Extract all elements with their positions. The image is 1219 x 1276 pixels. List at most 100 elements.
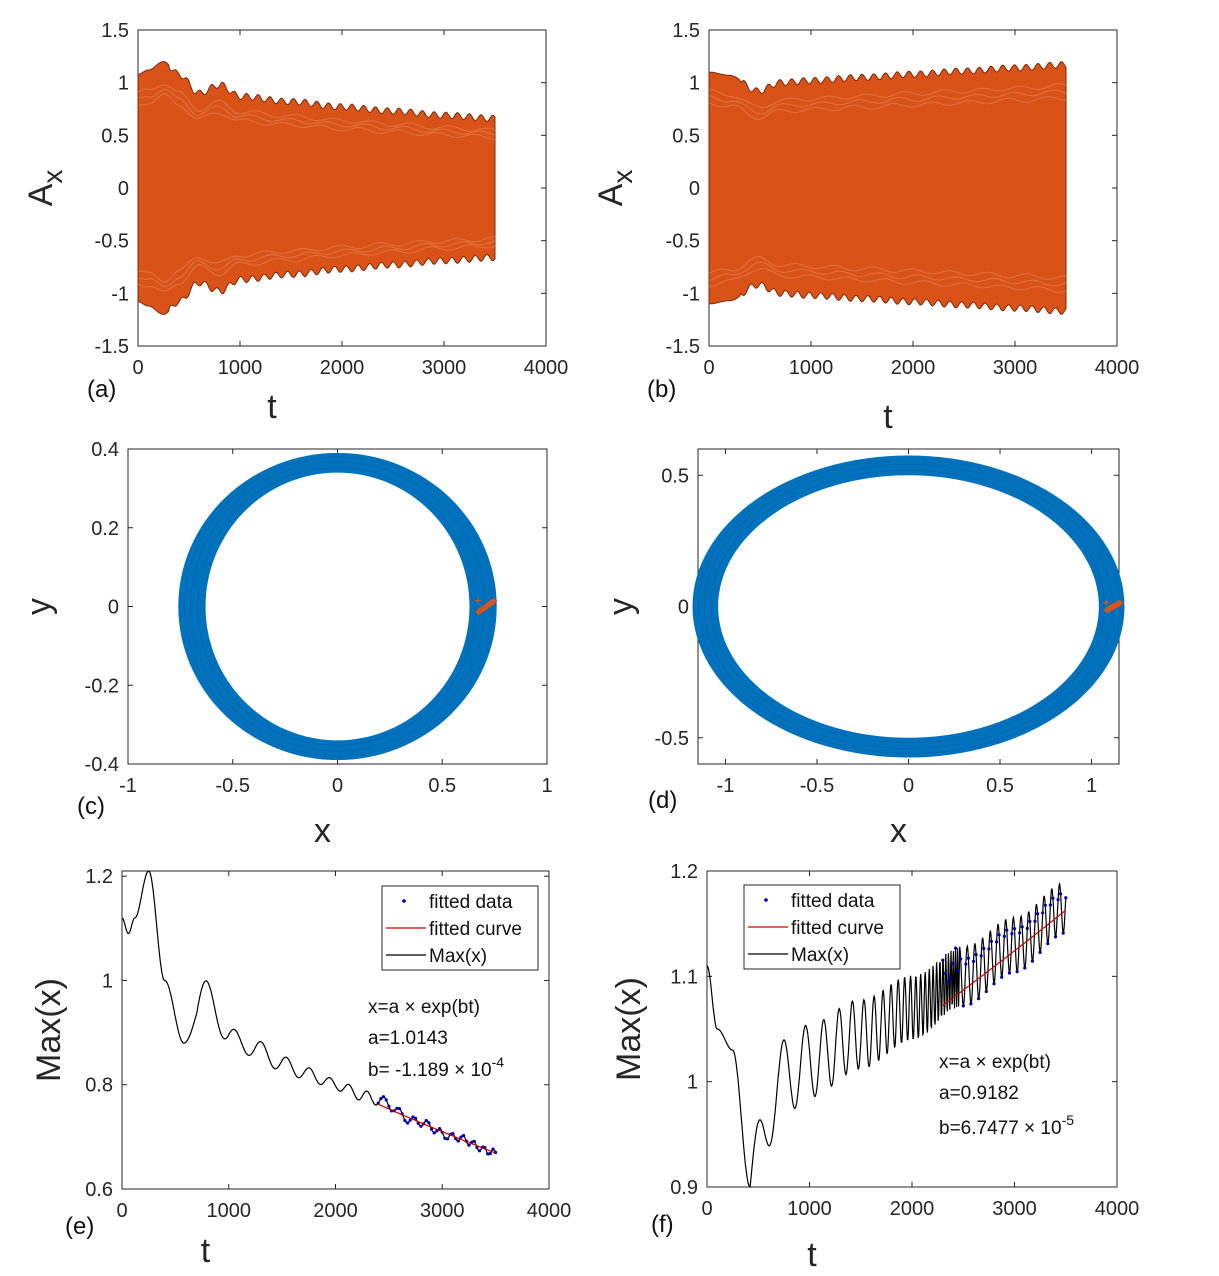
fitted-data-point — [971, 959, 976, 964]
oscillation-inner-trace — [137, 93, 496, 140]
fitted-data-point — [398, 1107, 402, 1111]
fitted-data-point — [969, 1002, 973, 1006]
x-tick-label: -1 — [119, 775, 137, 797]
fitted-data-point — [438, 1127, 442, 1131]
fitted-data-point — [1053, 935, 1058, 939]
fitted-data-point — [977, 997, 981, 1001]
panel-label: (b) — [647, 376, 676, 403]
fitted-data-point — [472, 1139, 476, 1143]
y-axis-label: Max(x) — [610, 977, 648, 1081]
y-axis-label: Max(x) — [30, 978, 68, 1082]
fitted-data-point — [1018, 931, 1022, 935]
x-axis-label: t — [807, 1236, 817, 1274]
fitted-data-point — [1033, 919, 1037, 923]
fitted-data-point — [959, 957, 963, 961]
panel-label: (f) — [651, 1211, 674, 1238]
y-tick-label: 0.8 — [85, 1075, 113, 1097]
fitted-data-point — [966, 956, 971, 960]
fitted-data-point — [381, 1095, 386, 1099]
legend-label: fitted data — [791, 891, 875, 912]
oscillation-inner-trace — [137, 244, 496, 292]
fitted-data-point — [989, 939, 994, 943]
fitted-data-point — [943, 971, 947, 976]
x-tick-label: 1000 — [207, 1200, 252, 1222]
x-tick-label: 1 — [541, 775, 552, 797]
x-tick-label: 1000 — [218, 357, 263, 379]
fit-parameter-b-exponent: -5 — [1062, 1112, 1075, 1128]
y-tick-label: 0 — [108, 597, 119, 619]
fitted-data-point — [987, 947, 991, 951]
y-tick-label: 0 — [689, 178, 700, 200]
fitted-data-point — [478, 1149, 482, 1153]
y-tick-label: 1 — [687, 1072, 698, 1094]
fitted-data-point — [974, 953, 978, 957]
max-x-curve — [706, 881, 1067, 1188]
legend-label: Max(x) — [791, 945, 849, 966]
y-tick-label: -0.5 — [666, 231, 700, 253]
panel-label: (c) — [77, 793, 105, 820]
oscillation-inner-trace — [708, 256, 1066, 280]
fitted-data-point — [1043, 903, 1047, 907]
oscillation-inner-trace — [708, 268, 1067, 293]
x-tick-label: 3000 — [992, 1198, 1037, 1220]
y-tick-label: 0.6 — [85, 1179, 113, 1201]
y-tick-label: 1.2 — [85, 866, 113, 888]
fitted-data-point — [964, 962, 968, 966]
x-tick-label: 2000 — [320, 357, 365, 379]
fitted-data-point — [979, 954, 983, 958]
fitted-data-point — [1028, 919, 1032, 924]
y-tick-label: 0.4 — [91, 439, 119, 461]
phase-trajectory-strand — [698, 459, 1121, 754]
x-axis-label: t — [201, 1232, 211, 1270]
x-tick-label: 0 — [701, 1198, 712, 1220]
fitted-data-point — [459, 1135, 463, 1139]
x-tick-label: 0 — [332, 775, 343, 797]
fitted-data-point — [376, 1101, 380, 1105]
fitted-data-point — [451, 1132, 455, 1136]
x-tick-label: 1000 — [789, 357, 834, 379]
fitted-data-point — [1015, 970, 1019, 974]
fitted-data-point — [446, 1137, 450, 1141]
x-tick-label: 0.5 — [986, 775, 1014, 797]
fitted-data-point — [456, 1139, 460, 1143]
x-tick-label: 0 — [703, 357, 714, 379]
fitted-data-point — [1038, 950, 1042, 955]
y-tick-label: 1 — [118, 73, 129, 95]
fit-parameter-b: b= -1.189 × 10-4 — [368, 1054, 504, 1081]
panel-a-amplitude-decay: 0 1000 2000 3000 4000 -1.5 -1 -0.5 0 0.5 1 1.5 t Ax (a… — [22, 20, 568, 426]
oscillation-inner-trace — [137, 84, 496, 132]
fitted-data-point — [1061, 931, 1065, 935]
fitted-data-point — [956, 969, 960, 973]
fit-parameter-b: b=6.7477 × 10-5 — [939, 1112, 1074, 1139]
x-tick-label: 0.5 — [428, 775, 456, 797]
oscillation-inner-trace — [708, 96, 1066, 120]
x-tick-label: 4000 — [524, 357, 569, 379]
y-tick-label: 1.1 — [670, 966, 698, 988]
legend-label: Max(x) — [429, 946, 487, 967]
x-tick-label: -0.5 — [216, 775, 250, 797]
x-tick-label: 1 — [1086, 775, 1097, 797]
fitted-data-point — [406, 1121, 410, 1125]
fitted-data-point — [982, 946, 986, 951]
x-tick-label: 2000 — [891, 357, 936, 379]
y-tick-label: 0.5 — [661, 465, 689, 487]
fitted-data-point — [432, 1131, 436, 1135]
phase-trajectory-ring — [178, 452, 497, 761]
fitted-data-point — [1012, 927, 1017, 931]
x-tick-label: 4000 — [1095, 357, 1140, 379]
fitted-data-point — [384, 1098, 388, 1102]
phase-trajectory-strand — [184, 456, 493, 757]
panel-b-amplitude-growth: 0 1000 2000 3000 4000 -1.5 -1 -0.5 0 0.5 1 1.5 t Ax (b… — [592, 20, 1139, 436]
y-tick-label: -1.5 — [95, 336, 129, 358]
fitted-data-point — [486, 1152, 490, 1156]
fitted-data-point — [954, 946, 958, 950]
fitted-data-point — [995, 940, 999, 944]
panel-label: (d) — [648, 787, 677, 814]
fitted-data-point — [946, 979, 950, 984]
legend-label: fitted curve — [791, 918, 884, 939]
fitted-curve — [942, 909, 1067, 1006]
panel-c-phase-portrait: -1 -0.5 0 0.5 1 -0.4 -0.2 0 0.2 0.4 x y (c) — [20, 439, 553, 850]
y-axis-label: Ax — [22, 170, 68, 207]
y-tick-label: -0.5 — [95, 231, 129, 253]
